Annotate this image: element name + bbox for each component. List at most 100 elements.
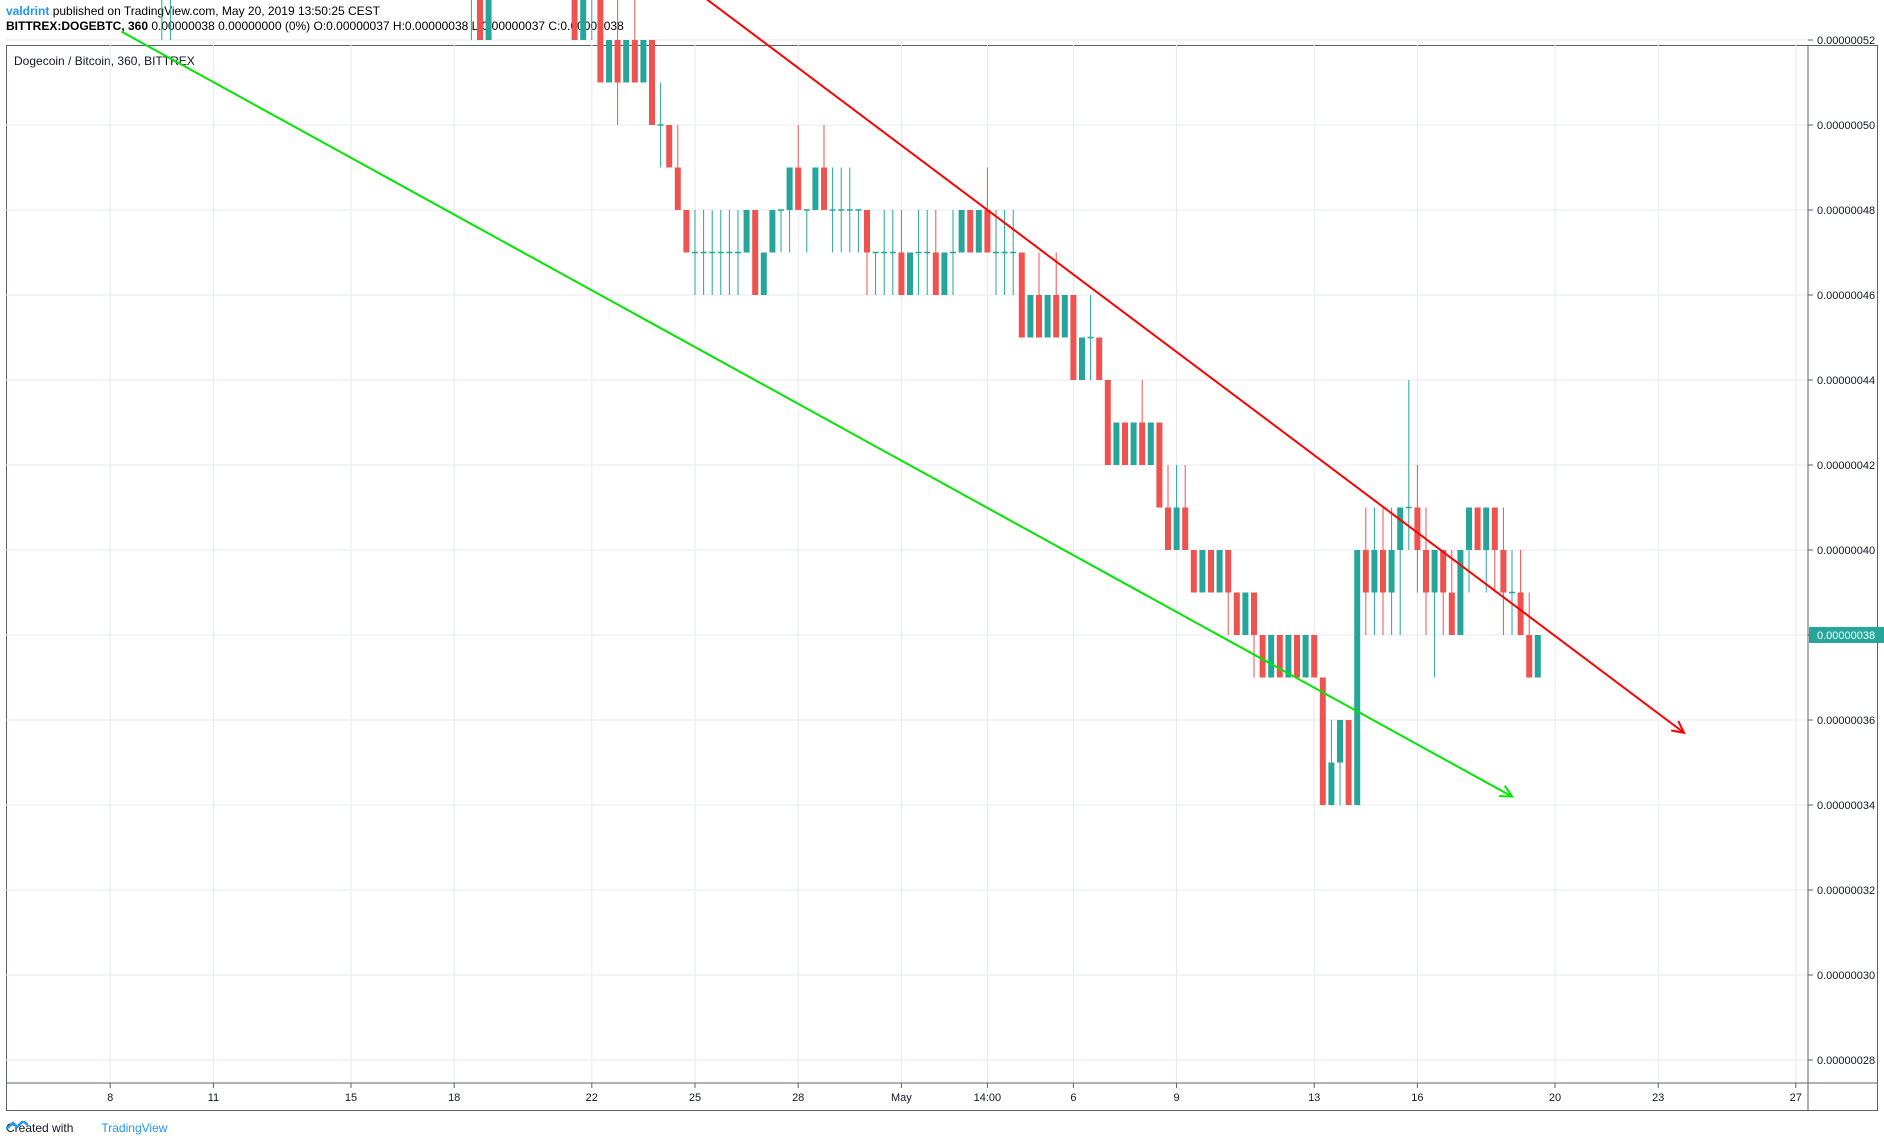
candle-body [1259, 635, 1266, 678]
time-tick-label: 20 [1549, 1092, 1561, 1104]
last-price-label: 0.00000038 [1817, 630, 1875, 642]
ohlc-text: 0.00000038 0.00000000 (0%) O:0.00000037 … [151, 19, 624, 33]
candle-body [1328, 762, 1335, 805]
price-tick-label: 0.00000030 [1817, 970, 1875, 982]
candle-body [1165, 507, 1171, 550]
candle-body [915, 251, 922, 254]
time-tick-label: 6 [1070, 1092, 1076, 1104]
price-tick-label: 0.00000028 [1817, 1055, 1875, 1067]
price-tick-label: 0.00000042 [1817, 460, 1875, 472]
time-tick-label: 22 [586, 1092, 598, 1104]
candle-body [760, 252, 767, 295]
candle-body [1466, 507, 1472, 550]
candle-body [1362, 550, 1369, 593]
candle-body [700, 251, 707, 254]
tradingview-logo-icon [6, 1121, 99, 1133]
price-tick-label: 0.00000048 [1817, 205, 1875, 217]
candle-body [907, 252, 913, 295]
candle-body [967, 210, 974, 253]
candle-body [717, 251, 724, 254]
candle-body [889, 251, 896, 254]
candle-body [1079, 337, 1085, 380]
candle-body [1208, 550, 1214, 593]
candle-body [1319, 677, 1326, 805]
last-price-tag [1809, 627, 1884, 643]
time-tick-label: 25 [689, 1092, 701, 1104]
candle-body [640, 40, 647, 83]
candle-body [941, 252, 948, 295]
candle-body [1311, 635, 1318, 678]
candle-body [803, 209, 810, 211]
candle-body [1147, 422, 1154, 465]
candle-body [864, 210, 870, 253]
candle-body [881, 251, 888, 254]
price-tick-label: 0.00000034 [1817, 800, 1875, 812]
price-tick-label: 0.00000036 [1817, 715, 1875, 727]
price-tick-label: 0.00000044 [1817, 375, 1875, 387]
candle-body [666, 125, 673, 168]
candle-body [1345, 720, 1352, 805]
candle-body [1190, 550, 1197, 593]
candle-body [1414, 507, 1421, 550]
candle-body [1388, 550, 1395, 593]
candle-body [778, 209, 784, 211]
candle-body [1285, 635, 1292, 678]
candle-body [1139, 422, 1146, 465]
candle-body [1302, 635, 1309, 678]
time-tick-label: 15 [345, 1092, 357, 1104]
candle-body [597, 0, 604, 83]
candle-body [1044, 295, 1051, 338]
candle-body [872, 251, 879, 254]
author-link[interactable]: valdrint [6, 4, 50, 18]
candle-body [1500, 550, 1507, 593]
candle-body [606, 40, 612, 83]
time-tick-label: 13 [1308, 1092, 1320, 1104]
candle-body [1423, 550, 1429, 593]
candle-body [1122, 422, 1128, 465]
candle-body [1251, 592, 1257, 635]
price-tick-label: 0.00000032 [1817, 885, 1875, 897]
candle-body [571, 0, 578, 40]
candle-body [1380, 550, 1386, 593]
candle-body [1001, 251, 1008, 254]
candle-body [1405, 506, 1412, 509]
candle-body [1517, 592, 1524, 635]
candle-body [975, 210, 982, 253]
candle-body [1113, 422, 1120, 465]
candle-body [614, 40, 621, 83]
footer: Created with TradingView [6, 1121, 167, 1135]
candle-body [838, 209, 845, 211]
candle-body [657, 124, 664, 126]
candle-body [752, 210, 759, 295]
candle-body [1182, 507, 1189, 550]
candle-body [1104, 380, 1111, 465]
candle-body [1534, 635, 1541, 678]
candle-body [735, 251, 741, 254]
candle-body [1173, 507, 1180, 550]
candle-body [1010, 251, 1017, 254]
candle-body [1096, 337, 1103, 380]
candle-body [1448, 592, 1455, 635]
candle-body [984, 210, 991, 253]
candle-body [958, 210, 965, 253]
chart-frame [6, 45, 1878, 1111]
candle-body [855, 209, 862, 211]
candle-body [829, 209, 836, 211]
candle-body [1061, 295, 1068, 338]
candle-body [1018, 252, 1025, 338]
candle-body [932, 252, 939, 295]
candle-body [1216, 550, 1223, 593]
candle-body [477, 0, 483, 40]
candle-body [1526, 635, 1533, 678]
tradingview-brand[interactable]: TradingView [101, 1121, 168, 1135]
candle-body [821, 167, 827, 210]
candle-body [1070, 295, 1077, 380]
candle-body [674, 167, 681, 210]
candle-body [726, 251, 733, 254]
time-tick-label: 28 [792, 1092, 804, 1104]
candle-body [1491, 507, 1498, 550]
time-tick-label: 23 [1652, 1092, 1664, 1104]
price-tick-label: 0.00000050 [1817, 120, 1875, 132]
candle-body [1337, 720, 1343, 763]
